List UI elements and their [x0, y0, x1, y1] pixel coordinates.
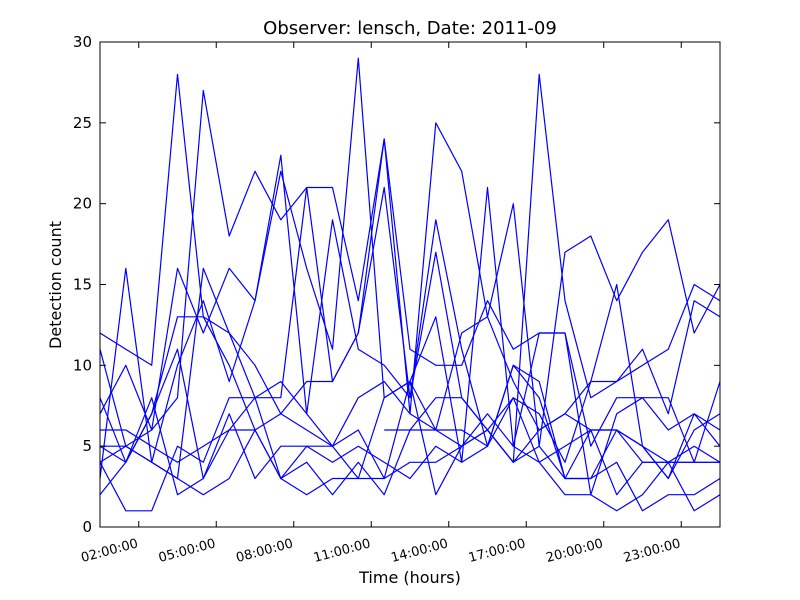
series-line-12	[384, 413, 720, 463]
series-line-8	[99, 364, 721, 512]
x-tick-label: 08:00:00	[235, 536, 295, 566]
y-tick-label: 20	[73, 195, 92, 213]
series-line-10	[99, 348, 720, 496]
series-line-2	[99, 73, 721, 463]
x-tick-label: 23:00:00	[622, 536, 682, 566]
x-tick-label: 11:00:00	[312, 536, 372, 566]
y-tick-label: 5	[82, 437, 92, 455]
series-line-5	[99, 138, 721, 496]
y-tick-label: 15	[73, 276, 92, 294]
x-tick-label: 20:00:00	[545, 536, 605, 566]
y-tick-label: 0	[82, 518, 92, 536]
x-axis-label: Time (hours)	[358, 568, 461, 587]
series-line-6	[100, 283, 721, 480]
series-lines	[99, 57, 721, 512]
x-tick-label: 02:00:00	[80, 536, 140, 566]
series-line-1	[99, 89, 721, 463]
chart-title: Observer: lensch, Date: 2011-09	[263, 18, 557, 39]
series-line-3	[99, 154, 721, 463]
x-tick-label: 14:00:00	[390, 536, 450, 566]
x-tick-label: 17:00:00	[467, 536, 527, 566]
y-tick-label: 10	[73, 356, 92, 374]
y-tick-label: 25	[73, 114, 92, 132]
plot-frame	[99, 41, 721, 528]
x-tick-label: 05:00:00	[157, 536, 217, 566]
series-line-4	[99, 57, 721, 463]
series-line-9	[99, 397, 721, 512]
y-axis-label: Detection count	[46, 221, 65, 349]
series-line-11	[100, 429, 721, 496]
y-tick-label: 30	[73, 33, 92, 51]
